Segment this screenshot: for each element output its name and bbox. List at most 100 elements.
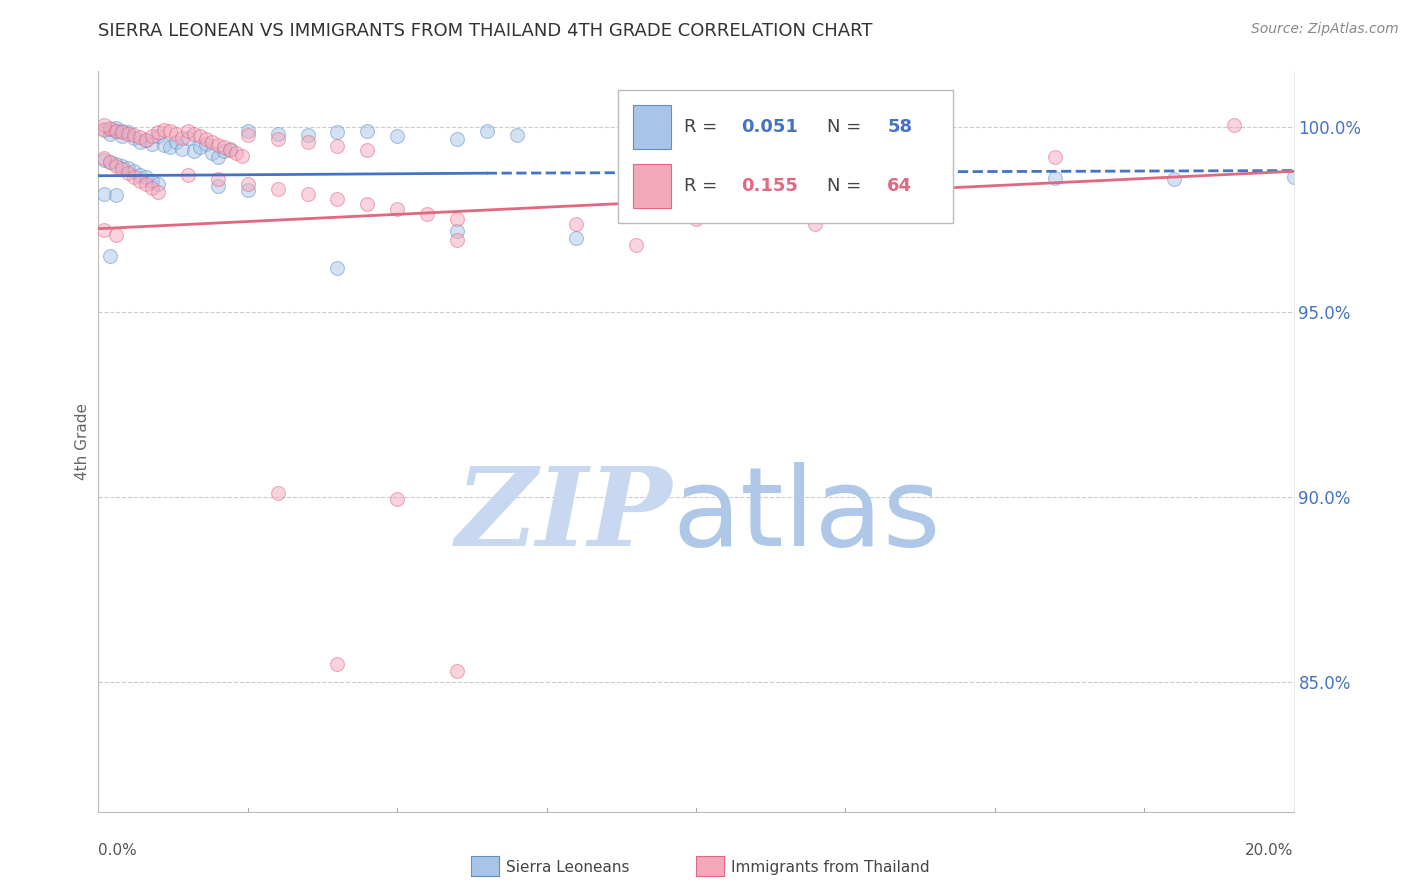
- Point: [565, 217, 588, 231]
- Point: [135, 178, 157, 192]
- Point: [385, 491, 409, 506]
- Point: [1163, 172, 1185, 186]
- Point: [236, 178, 259, 192]
- Point: [153, 138, 176, 153]
- Point: [141, 173, 163, 187]
- Point: [177, 168, 200, 182]
- Text: N =: N =: [827, 178, 868, 195]
- Point: [188, 129, 211, 144]
- Point: [183, 144, 205, 158]
- Point: [117, 127, 139, 141]
- Point: [111, 159, 134, 173]
- Point: [207, 179, 229, 194]
- Point: [326, 139, 349, 153]
- Text: R =: R =: [685, 118, 723, 136]
- Point: [105, 123, 128, 137]
- Point: [201, 145, 224, 160]
- Text: ZIP: ZIP: [456, 462, 672, 569]
- Point: [231, 149, 253, 163]
- Point: [117, 161, 139, 176]
- Point: [446, 223, 468, 237]
- Point: [1043, 150, 1066, 164]
- Point: [267, 127, 290, 141]
- Point: [626, 238, 648, 252]
- Point: [148, 125, 170, 139]
- Point: [111, 129, 134, 144]
- Point: [135, 169, 157, 184]
- Point: [129, 168, 152, 182]
- Point: [297, 187, 319, 202]
- Point: [212, 144, 235, 158]
- Point: [141, 129, 163, 144]
- Point: [804, 166, 827, 180]
- Point: [446, 233, 468, 247]
- Point: [100, 249, 122, 263]
- Point: [159, 124, 181, 138]
- Point: [100, 155, 122, 169]
- Text: 20.0%: 20.0%: [1246, 843, 1294, 858]
- Point: [93, 223, 115, 237]
- Point: [105, 159, 128, 173]
- Point: [93, 152, 115, 166]
- Text: 0.155: 0.155: [741, 178, 799, 195]
- Point: [865, 165, 887, 179]
- Point: [129, 173, 152, 187]
- Point: [129, 130, 152, 145]
- Point: [804, 217, 827, 231]
- Point: [183, 127, 205, 141]
- Point: [135, 133, 157, 147]
- Point: [685, 212, 707, 227]
- Point: [93, 153, 115, 168]
- Point: [135, 133, 157, 147]
- Point: [188, 140, 211, 154]
- Point: [685, 168, 707, 182]
- Point: [111, 162, 134, 177]
- Point: [924, 169, 946, 183]
- Point: [446, 132, 468, 146]
- Text: 0.0%: 0.0%: [98, 843, 138, 858]
- Point: [219, 143, 242, 157]
- Point: [219, 142, 242, 156]
- Text: 64: 64: [887, 178, 912, 195]
- Point: [416, 207, 439, 221]
- Point: [177, 123, 200, 137]
- FancyBboxPatch shape: [619, 90, 953, 223]
- Point: [105, 227, 128, 242]
- Point: [326, 657, 349, 672]
- Point: [207, 172, 229, 186]
- Point: [124, 164, 146, 178]
- Point: [105, 157, 128, 171]
- Point: [212, 140, 235, 154]
- Point: [93, 121, 115, 136]
- Point: [93, 186, 115, 201]
- Point: [124, 128, 146, 142]
- Point: [565, 231, 588, 245]
- Point: [1282, 169, 1305, 184]
- Point: [195, 132, 218, 146]
- Point: [105, 188, 128, 202]
- Point: [100, 128, 122, 142]
- Point: [124, 131, 146, 145]
- Point: [201, 135, 224, 149]
- Point: [297, 128, 319, 142]
- Point: [165, 128, 187, 142]
- Point: [297, 136, 319, 150]
- Point: [385, 129, 409, 144]
- Point: [236, 183, 259, 197]
- Text: 58: 58: [887, 118, 912, 136]
- Point: [195, 136, 218, 151]
- Point: [1043, 171, 1066, 186]
- Point: [129, 135, 152, 149]
- Point: [326, 260, 349, 275]
- Text: Immigrants from Thailand: Immigrants from Thailand: [731, 860, 929, 874]
- Text: Sierra Leoneans: Sierra Leoneans: [506, 860, 630, 874]
- Point: [93, 118, 115, 132]
- Point: [100, 120, 122, 135]
- Point: [506, 128, 529, 142]
- Point: [1223, 118, 1246, 132]
- Point: [111, 124, 134, 138]
- Point: [267, 182, 290, 196]
- Point: [93, 123, 115, 137]
- Point: [446, 664, 468, 678]
- Point: [326, 192, 349, 206]
